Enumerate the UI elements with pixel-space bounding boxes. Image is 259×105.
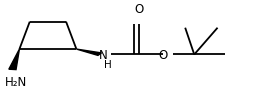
Text: O: O (134, 3, 143, 16)
Polygon shape (76, 49, 102, 55)
Text: N: N (99, 49, 108, 62)
Text: O: O (158, 49, 167, 62)
Polygon shape (9, 49, 19, 70)
Text: H₂N: H₂N (5, 76, 27, 89)
Text: H: H (104, 60, 111, 70)
